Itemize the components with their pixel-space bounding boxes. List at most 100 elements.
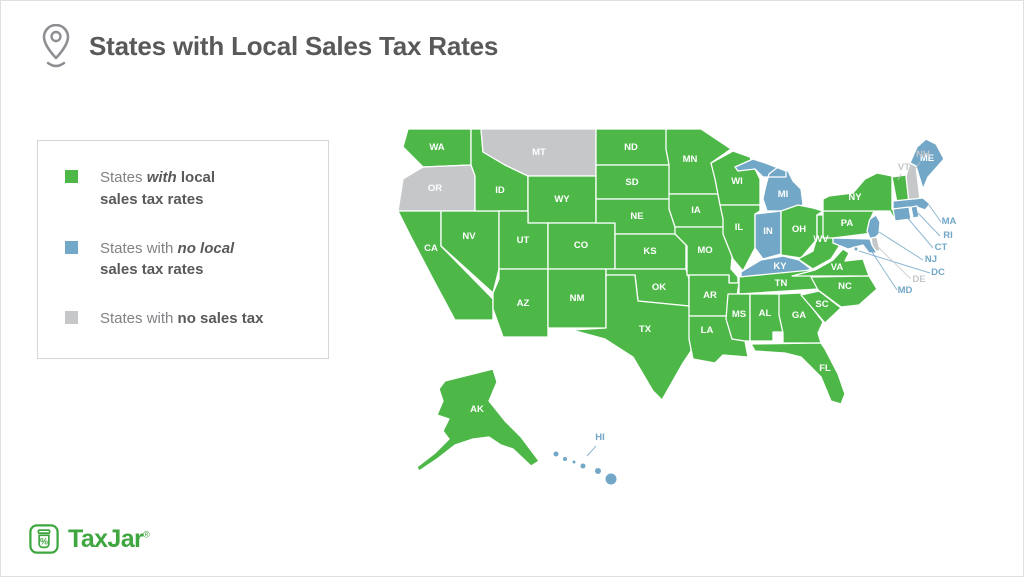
state-label-LA: LA bbox=[701, 325, 714, 336]
state-label-IL: IL bbox=[735, 222, 744, 233]
state-label-TN: TN bbox=[775, 278, 788, 289]
legend-item-blue: States with no local sales tax rates bbox=[65, 238, 310, 282]
legend-swatch-green bbox=[65, 170, 78, 183]
callout-line-MA bbox=[928, 204, 942, 223]
state-NH bbox=[905, 162, 921, 204]
state-label-MN: MN bbox=[683, 154, 698, 165]
state-label-WV: WV bbox=[813, 234, 829, 245]
state-label-OR: OR bbox=[428, 183, 442, 194]
state-label-CA: CA bbox=[424, 243, 438, 254]
state-IL bbox=[719, 204, 761, 272]
state-VA bbox=[791, 248, 870, 277]
state-label-NH: NH bbox=[916, 149, 930, 160]
state-label-NJ: NJ bbox=[925, 254, 937, 265]
state-label-IN: IN bbox=[763, 226, 773, 237]
state-label-KY: KY bbox=[773, 261, 787, 272]
callout-line-RI bbox=[917, 212, 941, 237]
state-label-MT: MT bbox=[532, 147, 546, 158]
state-label-WA: WA bbox=[429, 142, 444, 153]
brand-footer: % TaxJar® bbox=[29, 524, 150, 554]
state-label-SC: SC bbox=[815, 299, 828, 310]
state-label-MO: MO bbox=[697, 245, 712, 256]
state-label-AR: AR bbox=[703, 290, 717, 301]
state-label-AL: AL bbox=[759, 308, 772, 319]
map-pin-icon bbox=[42, 23, 70, 68]
state-NC bbox=[810, 275, 878, 308]
callout-line-HI bbox=[586, 445, 597, 457]
callout-line-MD bbox=[871, 251, 898, 291]
state-RI bbox=[910, 205, 920, 219]
callout-line-CT bbox=[905, 215, 934, 249]
state-HI-island-1 bbox=[562, 456, 568, 462]
state-label-NV: NV bbox=[462, 231, 476, 242]
state-FL bbox=[750, 342, 846, 405]
registered-mark: ® bbox=[143, 529, 150, 540]
state-SC bbox=[800, 290, 842, 324]
state-label-MI: MI bbox=[778, 189, 789, 200]
state-label-WI: WI bbox=[731, 176, 743, 187]
state-label-NY: NY bbox=[848, 192, 862, 203]
state-label-NE: NE bbox=[630, 211, 643, 222]
state-label-MD: MD bbox=[898, 285, 913, 296]
state-KS bbox=[614, 233, 687, 270]
state-label-AK: AK bbox=[470, 404, 484, 415]
state-label-HI: HI bbox=[595, 432, 605, 443]
state-label-UT: UT bbox=[517, 235, 530, 246]
legend-swatch-blue bbox=[65, 240, 78, 254]
state-label-NC: NC bbox=[838, 281, 852, 292]
legend-label: States with no local sales tax rates bbox=[100, 239, 235, 279]
state-TX bbox=[571, 274, 692, 401]
state-label-FL: FL bbox=[819, 363, 831, 374]
state-HI-island-5 bbox=[604, 472, 618, 486]
state-label-SD: SD bbox=[625, 177, 638, 188]
state-label-DE: DE bbox=[912, 274, 925, 285]
state-DC bbox=[853, 246, 859, 252]
state-MD bbox=[832, 237, 878, 254]
legend-item-gray: States with no sales tax bbox=[65, 308, 310, 330]
state-HI-island-3 bbox=[579, 462, 587, 470]
us-map: WA OR CA NV ID MT WY UT CO AZ NM ND SD NE KS OK TX MN IA MO… bbox=[397, 128, 957, 486]
state-label-AZ: AZ bbox=[517, 298, 530, 309]
state-CT bbox=[892, 206, 912, 222]
state-NY bbox=[822, 172, 910, 219]
state-label-CT: CT bbox=[935, 242, 948, 253]
state-label-MA: MA bbox=[942, 216, 957, 227]
state-label-PA: PA bbox=[841, 218, 854, 229]
state-label-OH: OH bbox=[792, 224, 806, 235]
state-label-ND: ND bbox=[624, 142, 638, 153]
state-AK bbox=[416, 368, 540, 472]
callout-line-VT bbox=[897, 173, 902, 181]
legend-label: States with no sales tax bbox=[100, 310, 264, 327]
taxjar-jar-icon: % bbox=[29, 524, 59, 554]
state-label-MS: MS bbox=[732, 309, 746, 320]
state-HI-island-2 bbox=[571, 459, 577, 465]
legend-label: States with local sales tax rates bbox=[100, 169, 216, 208]
callout-line-DE bbox=[877, 246, 912, 280]
legend-items: States with local sales tax rates States w… bbox=[65, 167, 310, 330]
state-label-IA: IA bbox=[691, 205, 701, 216]
state-label-RI: RI bbox=[943, 230, 953, 241]
state-label-CO: CO bbox=[574, 240, 588, 251]
page-title: States with Local Sales Tax Rates bbox=[89, 30, 499, 61]
state-IN bbox=[754, 210, 782, 260]
state-label-ME: ME bbox=[920, 153, 934, 164]
state-ME bbox=[909, 138, 945, 190]
legend: States with local sales tax rates States w… bbox=[37, 140, 329, 359]
legend-item-green: States with local sales tax rates bbox=[65, 167, 310, 211]
state-HI-island-0 bbox=[552, 450, 560, 458]
state-HI-island-4 bbox=[594, 467, 602, 475]
header: States with Local Sales Tax Rates bbox=[41, 23, 498, 69]
callout-line-NJ bbox=[878, 231, 924, 261]
state-label-DC: DC bbox=[931, 267, 945, 278]
state-label-ID: ID bbox=[495, 185, 505, 196]
callout-line-NH bbox=[914, 161, 921, 170]
state-label-VT: VT bbox=[898, 162, 910, 173]
svg-text:%: % bbox=[40, 536, 48, 546]
state-label-WY: WY bbox=[554, 194, 570, 205]
state-label-KS: KS bbox=[643, 246, 656, 257]
state-label-GA: GA bbox=[792, 310, 806, 321]
legend-swatch-gray bbox=[65, 311, 78, 324]
state-label-TX: TX bbox=[639, 324, 652, 335]
state-MI bbox=[734, 158, 804, 212]
